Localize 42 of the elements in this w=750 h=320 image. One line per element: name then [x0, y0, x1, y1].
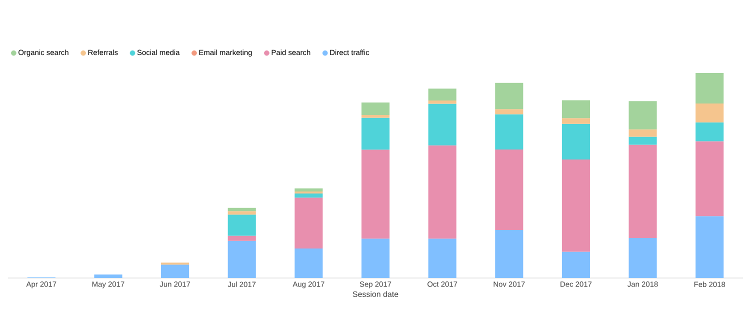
bar — [294, 198, 323, 248]
bar — [361, 102, 390, 116]
bar — [628, 101, 657, 130]
bar — [628, 129, 657, 137]
bar — [495, 149, 524, 230]
bar — [562, 118, 590, 124]
bar — [361, 118, 390, 150]
bar — [161, 264, 190, 278]
bar — [428, 238, 456, 278]
bar — [696, 104, 724, 122]
bar — [495, 82, 524, 110]
bar — [428, 104, 456, 146]
bar — [361, 150, 390, 239]
bar — [495, 109, 524, 114]
bar — [696, 122, 724, 142]
bar — [628, 238, 657, 278]
bar — [294, 194, 323, 198]
bar — [428, 88, 456, 100]
bar — [696, 73, 724, 104]
bar — [562, 100, 590, 118]
bar — [228, 208, 256, 212]
bar — [495, 230, 524, 278]
bar — [628, 136, 657, 145]
bar — [228, 214, 256, 236]
bar — [294, 188, 323, 192]
bar — [361, 115, 390, 118]
bar — [562, 124, 590, 160]
bar — [696, 216, 724, 278]
bar — [562, 252, 590, 278]
bar — [294, 191, 323, 194]
bar — [562, 160, 590, 252]
bar — [294, 248, 323, 278]
bar — [495, 114, 524, 150]
bar — [228, 236, 256, 241]
bar — [428, 145, 456, 239]
bar — [228, 240, 256, 278]
bar — [228, 211, 256, 215]
bar — [428, 100, 456, 104]
bar — [361, 238, 390, 278]
bar — [94, 274, 122, 278]
bar — [696, 141, 724, 216]
bar — [628, 144, 657, 238]
